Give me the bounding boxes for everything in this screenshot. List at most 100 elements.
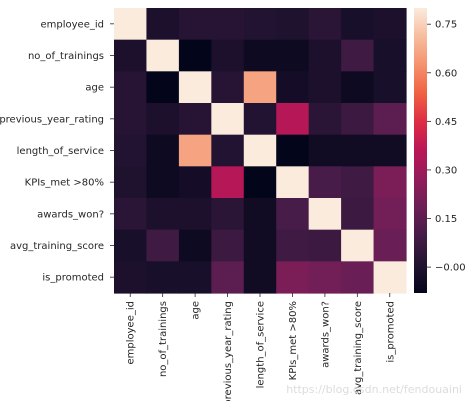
heatmap-cell-r6-c4: [243, 198, 277, 231]
heatmap-cell-r2-c7: [341, 71, 375, 104]
heatmap-cell-r3-c3: [211, 103, 245, 136]
heatmap-cell-r4-c1: [146, 134, 180, 167]
row-label: previous_year_rating: [0, 114, 104, 125]
heatmap-cell-r0-c1: [146, 8, 180, 41]
heatmap-cell-r0-c7: [341, 8, 375, 41]
row-label: KPIs_met >80%: [25, 178, 104, 189]
watermark-text: https://blog.csdn.net/fendouaini: [286, 383, 462, 396]
heatmap-cell-r1-c7: [341, 39, 375, 72]
column-label: employee_id: [126, 301, 137, 365]
heatmap-cell-r2-c8: [373, 71, 407, 104]
heatmap-cells: [114, 8, 407, 294]
heatmap-cell-r0-c4: [243, 8, 277, 41]
heatmap-cell-r3-c2: [178, 103, 212, 136]
heatmap-cell-r1-c1: [146, 39, 180, 72]
heatmap-cell-r1-c0: [114, 39, 148, 72]
heatmap-cell-r4-c6: [308, 134, 342, 167]
heatmap-cell-r4-c0: [114, 134, 148, 167]
heatmap-cell-r7-c0: [114, 229, 148, 262]
heatmap-cell-r0-c5: [276, 8, 310, 41]
heatmap-cell-r6-c8: [373, 198, 407, 231]
colorbar-tick-label: −0.00: [435, 263, 466, 274]
heatmap-cell-r5-c4: [243, 166, 277, 199]
heatmap-cell-r1-c3: [211, 39, 245, 72]
heatmap-cell-r1-c2: [178, 39, 212, 72]
heatmap-cell-r2-c1: [146, 71, 180, 104]
heatmap-cell-r4-c7: [341, 134, 375, 167]
heatmap-cell-r5-c8: [373, 166, 407, 199]
row-label: no_of_trainings: [28, 51, 104, 62]
heatmap-cell-r8-c7: [341, 261, 375, 294]
heatmap-cell-r0-c0: [114, 8, 148, 41]
heatmap-cell-r6-c7: [341, 198, 375, 231]
heatmap-cell-r8-c1: [146, 261, 180, 294]
row-label: length_of_service: [17, 146, 104, 157]
colorbar-tick-label: 0.15: [435, 214, 457, 225]
colorbar-tick-label: 0.75: [435, 20, 457, 31]
colorbar-ticks: −0.00 0.15 0.30 0.45 0.60 0.75: [427, 20, 466, 274]
heatmap-cell-r6-c0: [114, 198, 148, 231]
heatmap-cell-r0-c6: [308, 8, 342, 41]
column-label: KPIs_met >80%: [288, 301, 299, 380]
column-label: no_of_trainings: [158, 301, 169, 377]
heatmap-cell-r6-c2: [178, 198, 212, 231]
heatmap-cell-r5-c0: [114, 166, 148, 199]
heatmap-cell-r6-c6: [308, 198, 342, 231]
heatmap-cell-r7-c6: [308, 229, 342, 262]
column-labels: employee_id no_of_trainings age previous_ye…: [126, 293, 396, 401]
heatmap-cell-r8-c4: [243, 261, 277, 294]
colorbar-tick-label: 0.60: [435, 68, 457, 79]
colorbar-tick-label: 0.45: [435, 117, 457, 128]
heatmap-cell-r1-c6: [308, 39, 342, 72]
heatmap-cell-r6-c1: [146, 198, 180, 231]
heatmap-cell-r0-c3: [211, 8, 245, 41]
heatmap-cell-r8-c0: [114, 261, 148, 294]
heatmap-cell-r3-c5: [276, 103, 310, 136]
heatmap-cell-r4-c3: [211, 134, 245, 167]
heatmap-cell-r6-c5: [276, 198, 310, 231]
heatmap-cell-r2-c6: [308, 71, 342, 104]
heatmap-cell-r7-c1: [146, 229, 180, 262]
colorbar-tick-label: 0.30: [435, 165, 457, 176]
row-label: age: [85, 83, 104, 94]
column-label: length_of_service: [256, 301, 267, 388]
heatmap-cell-r4-c4: [243, 134, 277, 167]
heatmap-cell-r3-c1: [146, 103, 180, 136]
heatmap-cell-r3-c7: [341, 103, 375, 136]
heatmap-cell-r2-c0: [114, 71, 148, 104]
heatmap-cell-r8-c8: [373, 261, 407, 294]
heatmap-cell-r8-c6: [308, 261, 342, 294]
heatmap-cell-r5-c5: [276, 166, 310, 199]
heatmap-cell-r5-c3: [211, 166, 245, 199]
heatmap-cell-r0-c2: [178, 8, 212, 41]
heatmap-cell-r7-c4: [243, 229, 277, 262]
heatmap-cell-r5-c6: [308, 166, 342, 199]
colorbar-gradient: [414, 8, 427, 293]
heatmap-cell-r6-c3: [211, 198, 245, 231]
heatmap-cell-r3-c0: [114, 103, 148, 136]
heatmap-cell-r8-c3: [211, 261, 245, 294]
heatmap-cell-r4-c5: [276, 134, 310, 167]
heatmap-cell-r1-c4: [243, 39, 277, 72]
heatmap-cell-r4-c2: [178, 134, 212, 167]
heatmap-cell-r3-c4: [243, 103, 277, 136]
heatmap-cell-r1-c8: [373, 39, 407, 72]
heatmap-cell-r7-c3: [211, 229, 245, 262]
column-label: age: [191, 301, 202, 320]
heatmap-cell-r2-c3: [211, 71, 245, 104]
heatmap-cell-r7-c5: [276, 229, 310, 262]
heatmap-cell-r5-c7: [341, 166, 375, 199]
column-label: awards_won?: [320, 301, 331, 368]
column-label: previous_year_rating: [223, 301, 234, 401]
row-label: avg_training_score: [10, 241, 104, 252]
row-label: awards_won?: [37, 209, 104, 220]
heatmap-cell-r8-c2: [178, 261, 212, 294]
colorbar: −0.00 0.15 0.30 0.45 0.60 0.75: [414, 8, 466, 293]
heatmap-cell-r4-c8: [373, 134, 407, 167]
heatmap-cell-r5-c1: [146, 166, 180, 199]
heatmap-cell-r3-c6: [308, 103, 342, 136]
heatmap-cell-r7-c2: [178, 229, 212, 262]
heatmap-cell-r3-c8: [373, 103, 407, 136]
heatmap-cell-r5-c2: [178, 166, 212, 199]
